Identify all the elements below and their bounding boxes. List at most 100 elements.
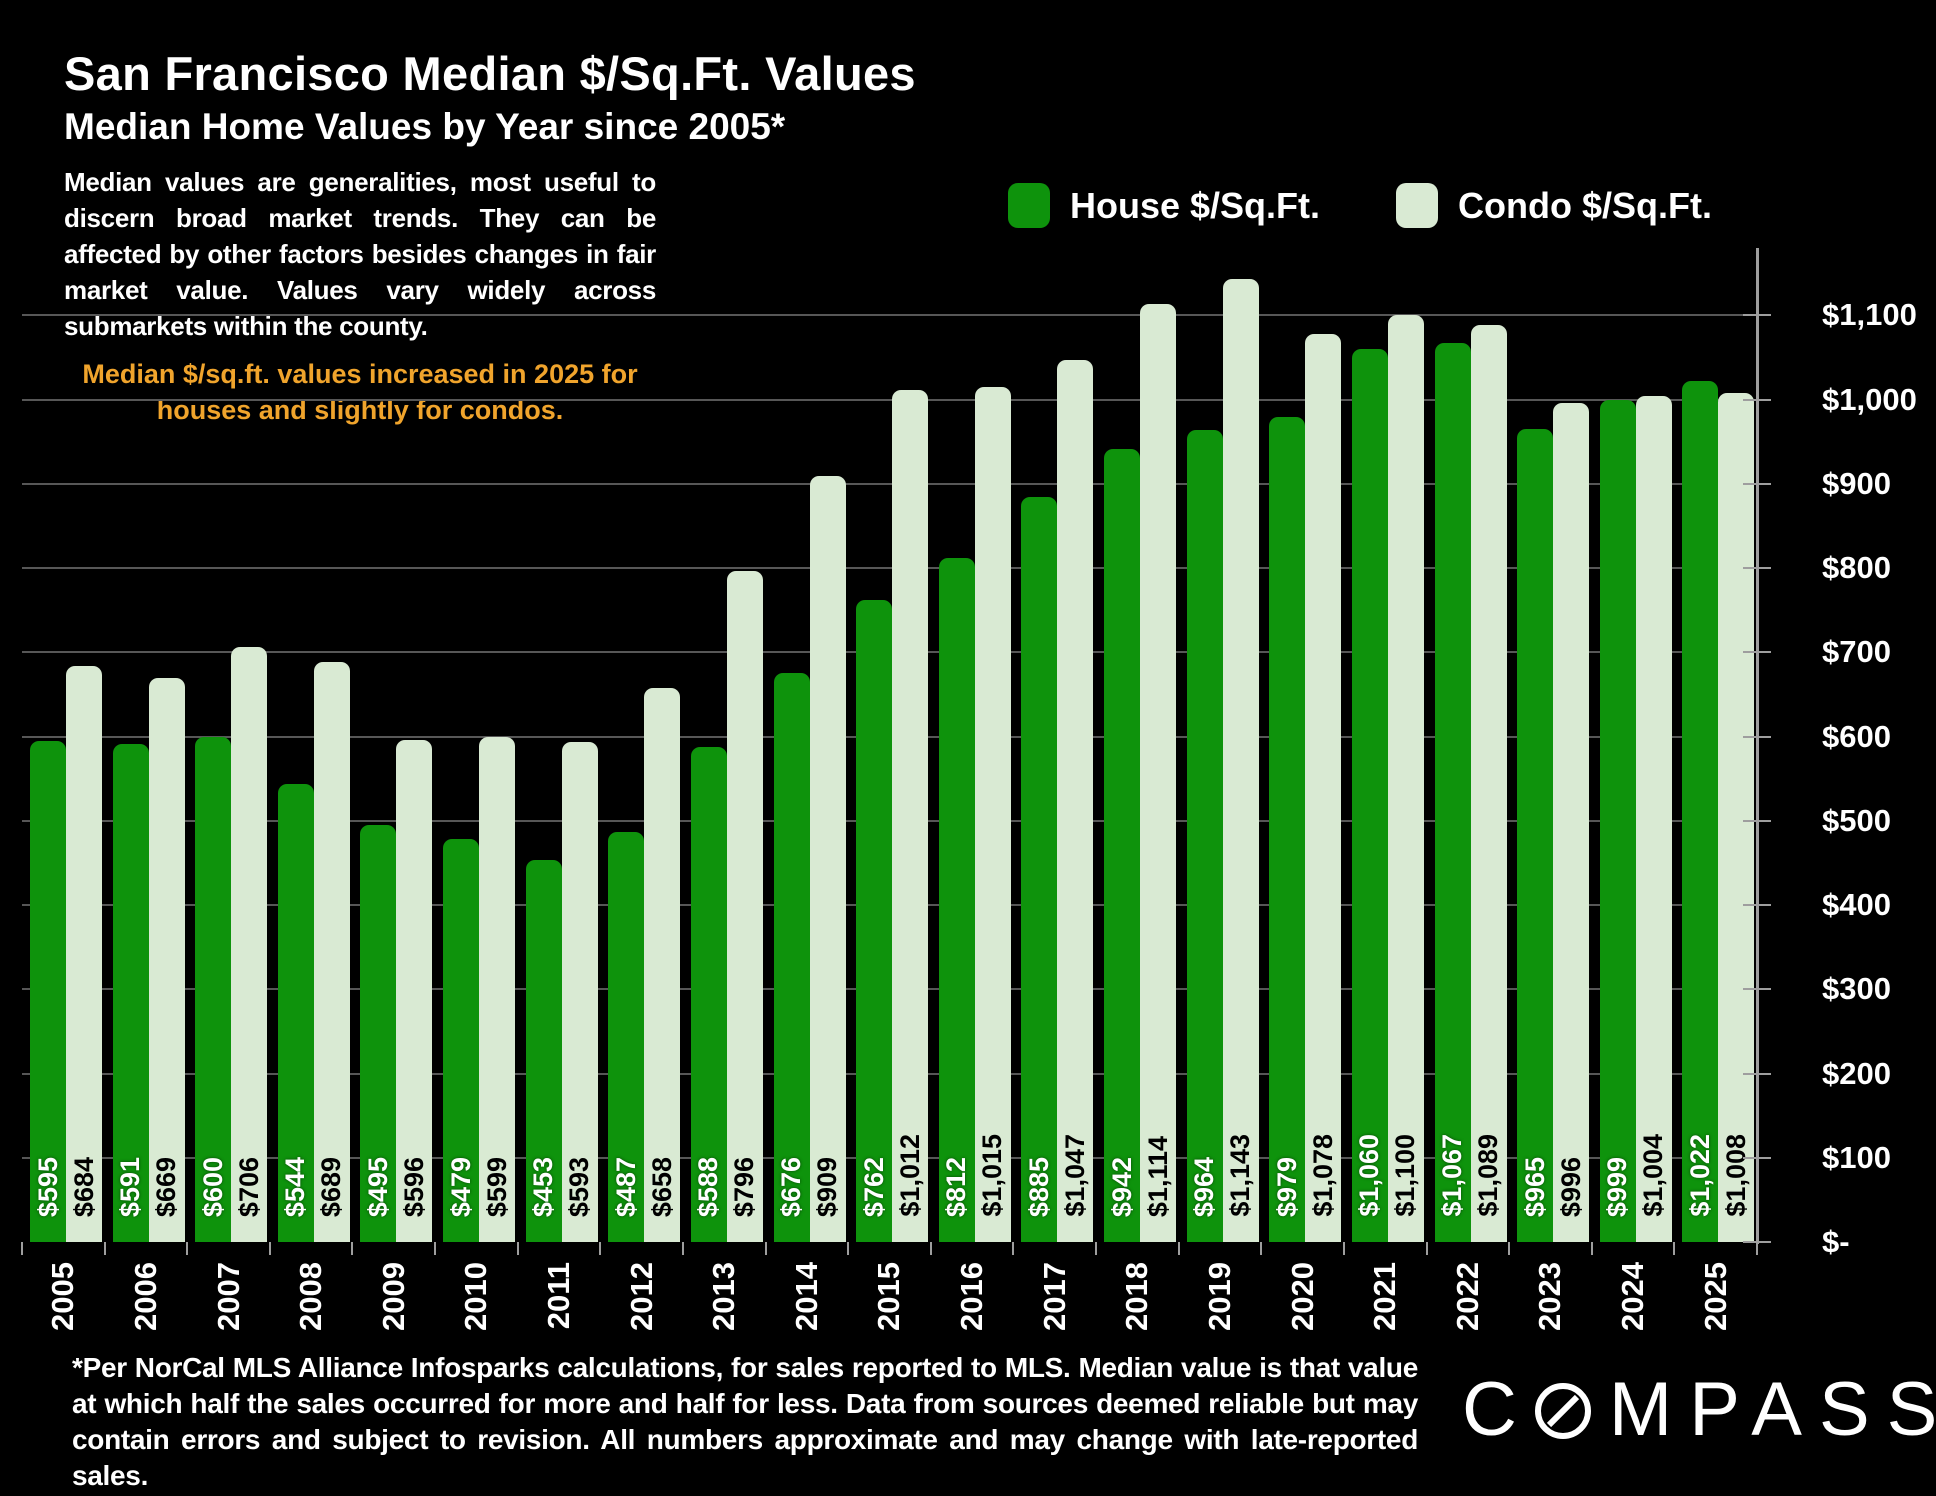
condo-bar-label: $1,143 — [1223, 1134, 1259, 1217]
house-bar-label: $1,022 — [1682, 1134, 1718, 1217]
condo-bar-label: $796 — [727, 1157, 763, 1217]
house-bar-label: $812 — [939, 1157, 975, 1217]
y-axis-line — [1756, 248, 1759, 1244]
year-text: 2008 — [293, 1262, 329, 1331]
bar-value: $1,060 — [1354, 1134, 1385, 1217]
year-group: $1,067 $1,089 — [1427, 248, 1510, 1242]
y-tick — [1743, 651, 1771, 654]
house-bar: $1,067 — [1434, 343, 1471, 1242]
year-text: 2016 — [954, 1262, 990, 1331]
x-tick — [186, 1242, 189, 1255]
house-bar-label: $999 — [1600, 1157, 1636, 1217]
house-bar: $762 — [856, 600, 893, 1242]
year-group: $885 $1,047 — [1013, 248, 1096, 1242]
year-group: $588 $796 — [683, 248, 766, 1242]
condo-bar: $684 — [66, 665, 102, 1242]
house-bar-label: $600 — [195, 1157, 231, 1217]
x-tick — [268, 1242, 271, 1255]
condo-bar: $1,143 — [1222, 279, 1259, 1242]
year-text: 2005 — [45, 1262, 81, 1331]
house-bar-label: $544 — [278, 1157, 314, 1217]
condo-bar-label: $596 — [396, 1157, 432, 1217]
year-group: $999 $1,004 — [1592, 248, 1675, 1242]
y-tick — [1743, 1072, 1771, 1075]
house-bar-label: $495 — [360, 1157, 396, 1217]
house-bar: $812 — [938, 558, 975, 1242]
year-group: $600 $706 — [187, 248, 270, 1242]
intro-paragraph: Median values are generalities, most use… — [64, 164, 656, 344]
condo-bar: $1,015 — [974, 387, 1011, 1242]
year-group: $487 $658 — [600, 248, 683, 1242]
condo-swatch-icon — [1396, 183, 1439, 228]
bar-value: $1,008 — [1720, 1134, 1751, 1217]
y-tick-label: $600 — [1822, 718, 1891, 754]
x-tick — [1425, 1242, 1428, 1255]
condo-bar-label: $1,114 — [1140, 1136, 1176, 1217]
house-bar-label: $979 — [1269, 1157, 1305, 1217]
year-group: $1,022 $1,008 — [1674, 248, 1757, 1242]
year-text: 2009 — [375, 1262, 411, 1331]
condo-bar: $996 — [1553, 403, 1590, 1242]
bar-value: $595 — [32, 1156, 63, 1217]
gridline — [22, 482, 1757, 485]
y-tick-label: $100 — [1822, 1139, 1891, 1175]
bar-value: $596 — [398, 1156, 429, 1217]
bar-value: $593 — [564, 1156, 595, 1217]
y-tick — [1743, 735, 1771, 738]
gridline — [22, 398, 1757, 401]
year-text: 2011 — [541, 1262, 576, 1330]
bar-value: $479 — [445, 1156, 476, 1217]
condo-bar-label: $658 — [644, 1157, 680, 1217]
logo-suffix: MPASS — [1608, 1367, 1936, 1452]
house-bar: $487 — [608, 831, 645, 1242]
bar-value: $964 — [1189, 1156, 1220, 1217]
house-bar: $999 — [1599, 400, 1636, 1242]
x-tick — [1095, 1242, 1098, 1255]
footnote: *Per NorCal MLS Alliance Infosparks calc… — [72, 1352, 1418, 1491]
bar-value: $1,143 — [1225, 1134, 1256, 1217]
house-bar-label: $595 — [30, 1157, 66, 1217]
year-text: 2025 — [1697, 1262, 1733, 1331]
bar-value: $1,114 — [1142, 1135, 1173, 1217]
house-bar: $591 — [112, 744, 149, 1242]
bar-value: $796 — [729, 1156, 760, 1217]
bar-value: $1,089 — [1473, 1134, 1504, 1217]
x-tick — [1673, 1242, 1676, 1255]
year-group: $965 $996 — [1509, 248, 1592, 1242]
bar-value: $1,015 — [977, 1134, 1008, 1217]
bar-value: $909 — [812, 1156, 843, 1217]
condo-bar: $658 — [644, 687, 681, 1242]
year-text: 2020 — [1284, 1262, 1320, 1331]
gridline — [22, 567, 1757, 570]
house-bar-label: $965 — [1517, 1157, 1553, 1217]
house-bar: $964 — [1186, 429, 1223, 1242]
x-tick — [1260, 1242, 1263, 1255]
y-tick-label: $1,100 — [1822, 297, 1917, 333]
house-bar-label: $1,067 — [1435, 1134, 1471, 1217]
condo-bar: $599 — [479, 737, 516, 1242]
house-bar-label: $885 — [1021, 1157, 1057, 1217]
x-tick — [929, 1242, 932, 1255]
house-bar: $979 — [1269, 417, 1306, 1242]
bar-value: $999 — [1602, 1156, 1633, 1217]
y-tick-label: $1,000 — [1822, 381, 1917, 417]
y-tick-label: $900 — [1822, 465, 1891, 501]
y-tick — [1743, 819, 1771, 822]
bar-value: $996 — [1555, 1156, 1586, 1217]
condo-bar-label: $593 — [562, 1157, 598, 1217]
bar-value: $812 — [941, 1156, 972, 1217]
year-group: $495 $596 — [352, 248, 435, 1242]
legend-label-house: House $/Sq.Ft. — [1070, 184, 1321, 226]
x-tick — [847, 1242, 850, 1255]
page-title: San Francisco Median $/Sq.Ft. Values — [64, 47, 916, 100]
condo-bar-label: $1,004 — [1636, 1134, 1672, 1217]
condo-bar-label: $1,089 — [1471, 1134, 1507, 1217]
bar-value: $1,078 — [1307, 1134, 1338, 1217]
condo-bar: $596 — [396, 739, 433, 1242]
year-text: 2018 — [1119, 1262, 1155, 1331]
year-text: 2021 — [1367, 1262, 1403, 1331]
bar-value: $706 — [233, 1156, 264, 1217]
year-text: 2019 — [1201, 1262, 1237, 1331]
legend-item-house: House $/Sq.Ft. — [1008, 183, 1320, 228]
x-tick — [434, 1242, 437, 1255]
